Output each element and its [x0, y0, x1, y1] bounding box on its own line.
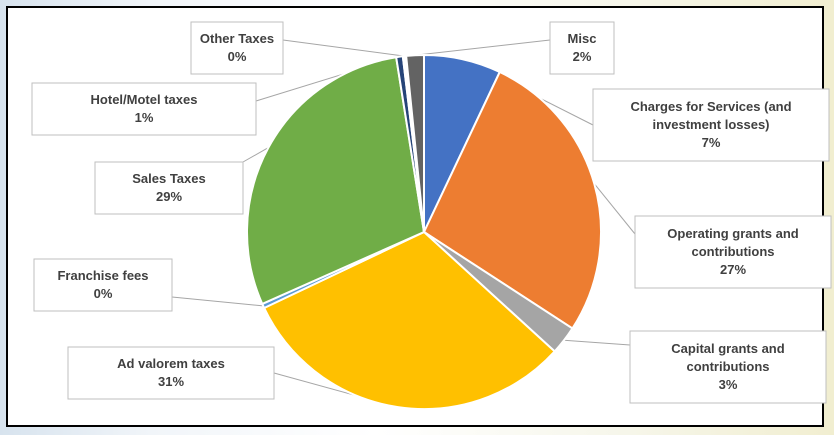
data-label-percent: 29% [156, 189, 182, 204]
data-label-percent: 2% [573, 49, 592, 64]
pie-slice [262, 230, 557, 410]
data-label-box [549, 21, 615, 75]
data-label-percent: 7% [702, 135, 721, 150]
data-label-percent: 0% [228, 49, 247, 64]
data-label-box [67, 346, 275, 400]
data-label-box [634, 215, 832, 289]
leader-line [563, 339, 631, 346]
slices [246, 53, 602, 410]
leader-line [282, 39, 405, 57]
pie-slice [246, 56, 426, 306]
data-label-percent: 0% [94, 286, 113, 301]
data-label-text: Ad valorem taxes [117, 356, 225, 371]
data-label-percent: 1% [135, 110, 154, 125]
data-label-text: contributions [686, 359, 769, 374]
leader-line [171, 296, 264, 307]
data-label-text: contributions [691, 244, 774, 259]
data-label-text: Capital grants and [671, 341, 784, 356]
data-label-box [190, 21, 284, 75]
data-labels: Charges for Services (and investment loss… [31, 21, 832, 404]
leader-line [593, 183, 636, 235]
data-label-text: Charges for Services (and [630, 99, 791, 114]
data-label-box [629, 330, 827, 404]
data-label-box [31, 82, 257, 136]
data-label-box [94, 161, 244, 215]
data-label-percent: 31% [158, 374, 184, 389]
pie-slice [405, 53, 425, 233]
data-label-percent: 3% [719, 377, 738, 392]
data-label-text: Misc [568, 31, 597, 46]
data-label-percent: 27% [720, 262, 746, 277]
data-label-text: Operating grants and [667, 226, 799, 241]
data-label-text: Other Taxes [200, 31, 274, 46]
data-label-text: Franchise fees [57, 268, 148, 283]
data-label-text: Sales Taxes [132, 171, 205, 186]
pie-slice [422, 70, 602, 330]
leader-line [242, 147, 269, 163]
data-label-box [33, 258, 173, 312]
leader-line [415, 39, 551, 56]
data-label-text: investment losses) [652, 117, 769, 132]
data-label-box [592, 88, 830, 162]
data-label-text: Hotel/Motel taxes [91, 92, 198, 107]
